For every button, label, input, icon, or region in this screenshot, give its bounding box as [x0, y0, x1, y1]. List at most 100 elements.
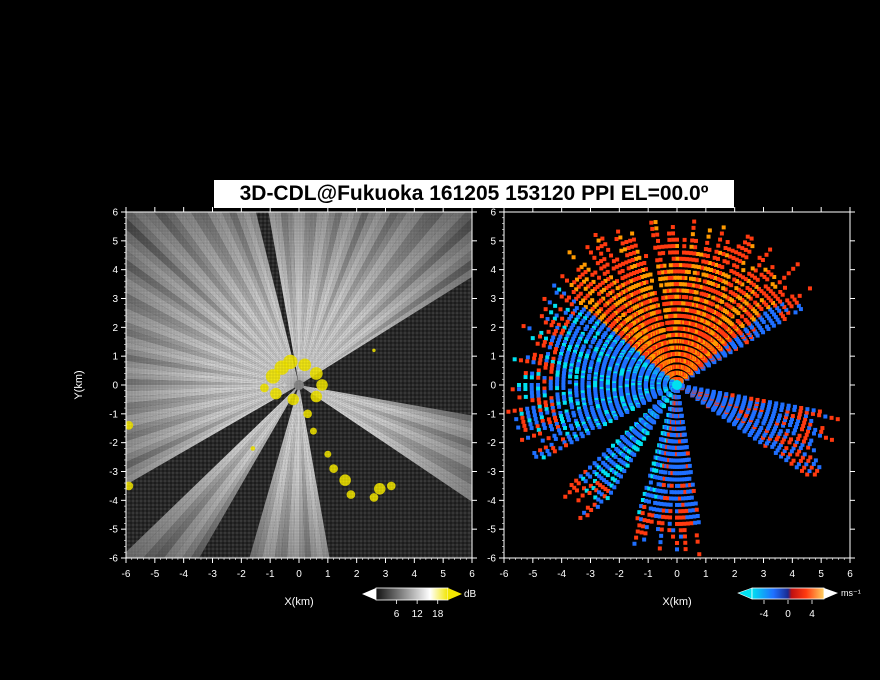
velocity-cell [756, 430, 761, 435]
velocity-cell [668, 509, 673, 514]
velocity-cell [596, 238, 601, 243]
velocity-cell [819, 429, 824, 434]
velocity-cell [604, 285, 609, 290]
velocity-cell [577, 356, 582, 361]
velocity-cell [715, 297, 720, 302]
velocity-cell [777, 431, 782, 436]
velocity-cell [759, 425, 764, 430]
velocity-cell [588, 483, 593, 488]
velocity-cell [644, 525, 649, 530]
velocity-cell [570, 339, 575, 344]
velocity-cell [764, 441, 769, 446]
velocity-cell [767, 400, 772, 405]
velocity-cell [657, 463, 662, 468]
velocity-cell [622, 247, 627, 252]
velocity-cell [657, 270, 662, 275]
velocity-cell [704, 273, 709, 278]
velocity-cell [518, 407, 523, 412]
velocity-cell [574, 306, 579, 311]
velocity-cell [578, 515, 583, 520]
velocity-cell [678, 521, 683, 526]
velocity-cell [634, 304, 639, 309]
velocity-cell [671, 231, 676, 236]
velocity-cell [699, 291, 704, 296]
velocity-cell [594, 397, 599, 402]
y-tick-label: -3 [487, 467, 496, 478]
velocity-cell [641, 280, 646, 285]
velocity-cell [616, 293, 621, 298]
colorbar-left-arrow-max [448, 588, 462, 600]
velocity-cell [591, 410, 596, 415]
velocity-cell [712, 275, 717, 280]
velocity-cell [629, 293, 634, 298]
velocity-cell [548, 386, 553, 391]
velocity-cell [743, 317, 748, 322]
velocity-cell [581, 397, 586, 402]
velocity-cell [602, 271, 607, 276]
velocity-cell [746, 278, 751, 283]
velocity-cell [606, 488, 611, 493]
velocity-cell [564, 278, 569, 283]
velocity-cell [668, 339, 673, 344]
velocity-cell [595, 504, 600, 509]
velocity-cell [656, 520, 661, 525]
y-tick-label: -2 [109, 438, 118, 449]
velocity-cell [690, 238, 695, 243]
velocity-cell [695, 297, 700, 302]
velocity-cell [597, 309, 602, 314]
velocity-cell [612, 280, 617, 285]
velocity-cell [748, 287, 753, 292]
velocity-cell [573, 347, 578, 352]
velocity-cell [706, 287, 711, 292]
velocity-cell [772, 426, 777, 431]
velocity-cell [600, 280, 605, 285]
velocity-cell [783, 434, 788, 439]
velocity-cell [569, 302, 574, 307]
velocity-cell [589, 405, 594, 410]
velocity-cell [574, 296, 579, 301]
velocity-cell [777, 280, 782, 285]
velocity-cell [555, 425, 560, 430]
velocity-cell [686, 270, 691, 275]
velocity-cell [690, 283, 695, 288]
velocity-cell [563, 494, 568, 499]
velocity-cell [532, 409, 537, 414]
velocity-cell [643, 287, 648, 292]
velocity-cell [597, 410, 602, 415]
velocity-cell [666, 301, 671, 306]
velocity-cell [665, 320, 670, 325]
velocity-cell [557, 358, 562, 363]
velocity-cell [591, 355, 596, 360]
velocity-cell [745, 234, 750, 239]
velocity-cell [636, 289, 641, 294]
velocity-cell [655, 475, 660, 480]
velocity-cell [668, 295, 673, 300]
velocity-cell [587, 389, 592, 394]
velocity-cell [681, 426, 686, 431]
velocity-cell [684, 295, 689, 300]
velocity-cell [531, 360, 536, 365]
velocity-cell [740, 246, 745, 251]
velocity-cell [587, 491, 592, 496]
velocity-cell [551, 335, 556, 340]
velocity-cell [569, 366, 574, 371]
velocity-cell [738, 273, 743, 278]
velocity-cell [580, 385, 585, 390]
velocity-cell [777, 308, 782, 313]
velocity-cell [598, 353, 603, 358]
velocity-cell [581, 344, 586, 349]
velocity-cell [585, 505, 590, 510]
velocity-cell [649, 220, 654, 225]
velocity-cell [796, 418, 801, 423]
velocity-cell [544, 407, 549, 412]
velocity-cell [677, 269, 682, 274]
velocity-cell [574, 390, 579, 395]
velocity-cell [663, 270, 668, 275]
velocity-cell [615, 479, 620, 484]
velocity-cell [571, 336, 576, 341]
velocity-cell [759, 289, 764, 294]
velocity-cell [615, 301, 620, 306]
velocity-cell [792, 428, 797, 433]
velocity-cell [752, 291, 757, 296]
